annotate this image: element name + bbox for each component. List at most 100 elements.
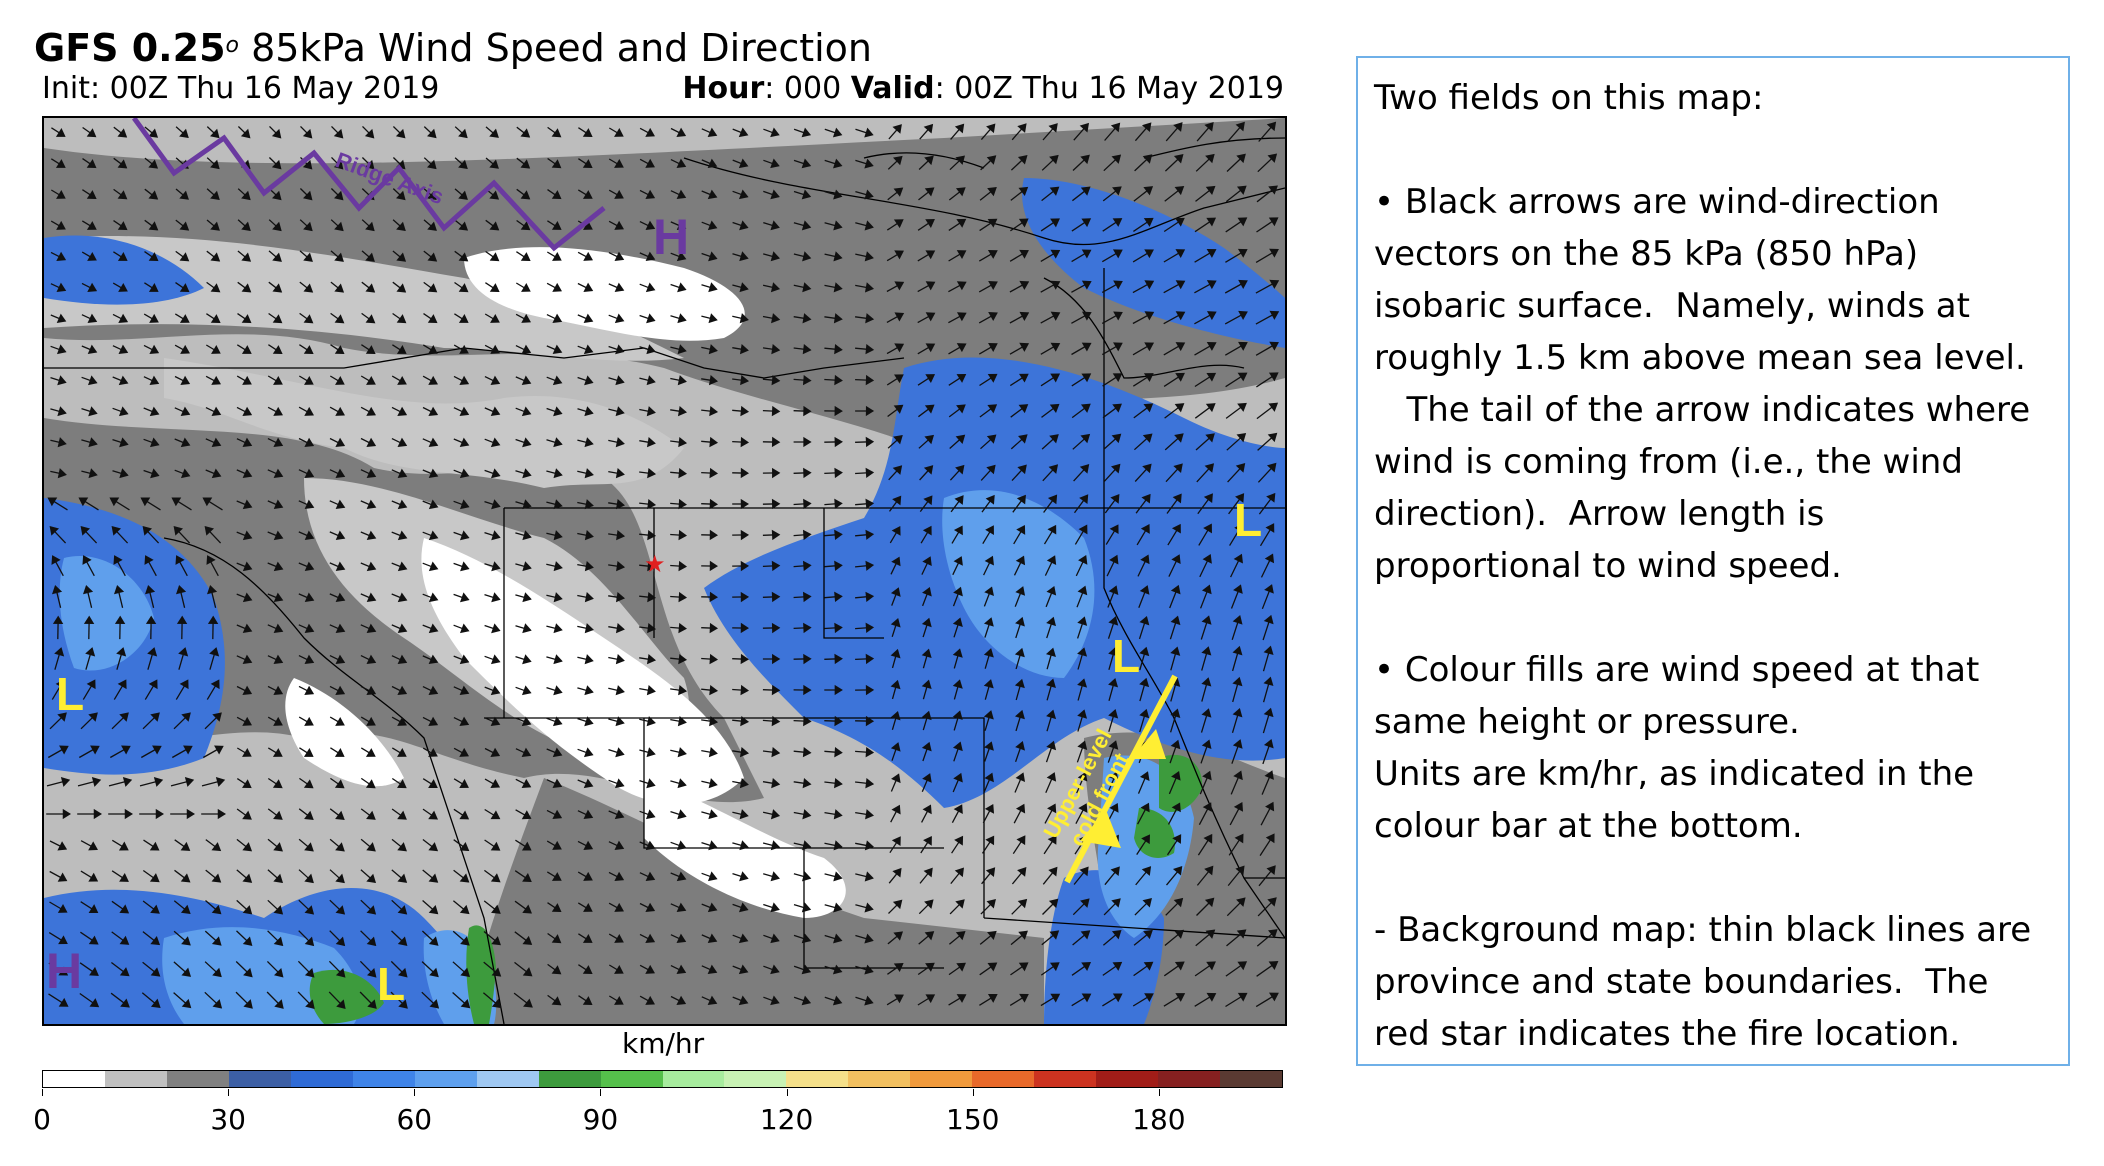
wind-vector-head [366, 468, 377, 478]
wind-vector-head [739, 747, 750, 758]
wind-vector-head [647, 529, 657, 541]
wind-vector-head [645, 282, 656, 293]
wind-vector-head [553, 623, 563, 634]
wind-vector-head [983, 679, 994, 689]
wind-vector-head [583, 840, 594, 850]
colorbar-segment [662, 1071, 725, 1087]
wind-vector-head [57, 903, 68, 913]
wind-vector-head [429, 967, 439, 978]
wind-vector-head [614, 778, 625, 789]
wind-vector-head [243, 967, 253, 978]
wind-vector-head [1077, 740, 1088, 750]
wind-vector-head [1077, 678, 1088, 688]
wind-vector-head [1049, 962, 1060, 972]
wind-vector-head [365, 283, 376, 293]
wind-vector-head [1142, 898, 1152, 908]
wind-vector-head [1170, 708, 1181, 718]
hour-label: Hour [682, 71, 765, 106]
wind-vector-head [707, 189, 718, 200]
wind-vector-head [241, 314, 252, 324]
wind-vector-head [987, 373, 998, 383]
wind-vector-head [335, 592, 346, 603]
wind-vector-head [271, 159, 282, 170]
wind-vector-head [181, 967, 192, 977]
wind-vector-head [118, 841, 129, 851]
wind-vector-head [551, 159, 562, 169]
wind-vector-head [366, 685, 377, 695]
colorbar-tick-label: 30 [210, 1103, 246, 1136]
wind-vector-head [1170, 646, 1181, 656]
wind-vector-head [1175, 372, 1185, 382]
wind-vector-head [956, 962, 967, 972]
wind-vector-head [1140, 802, 1150, 813]
notes-arrows-line-5: The tail of the arrow indicates where [1374, 390, 2031, 430]
valid-value: : 00Z Thu 16 May 2019 [934, 71, 1284, 106]
wind-vector-head [1112, 249, 1123, 259]
wind-vector-head [676, 127, 687, 137]
wind-vector-head [86, 190, 97, 199]
wind-vector-head [1206, 280, 1217, 290]
wind-vector-head [1175, 217, 1185, 227]
wind-vector-head [1108, 678, 1119, 688]
wind-vector-head [771, 560, 781, 572]
wind-vector-head [677, 716, 687, 727]
wind-vector-head [615, 654, 625, 665]
wind-vector-head [273, 842, 283, 852]
wind-vector-head [1050, 993, 1061, 1003]
wind-vector-head [1143, 217, 1154, 227]
wind-vector-head [1232, 676, 1243, 687]
wind-vector-head [397, 561, 408, 572]
wind-vector-head [89, 998, 100, 1008]
wind-vector-head [1172, 493, 1182, 504]
wind-vector-head [584, 406, 594, 417]
wind-vector-head [1205, 433, 1215, 443]
wind-vector-head [1143, 186, 1154, 196]
wind-vector-head [707, 902, 718, 913]
wind-vector-head [985, 835, 995, 846]
wind-vector-head [802, 840, 812, 851]
wind-vector-head [921, 648, 932, 659]
wind-vector-head [243, 999, 253, 1009]
wind-vector-head [1015, 586, 1026, 596]
wind-vector-head [1205, 403, 1216, 413]
wind-vector-head [983, 617, 994, 627]
wind-vector-head [212, 999, 223, 1009]
wind-vector-head [645, 251, 656, 262]
wind-vector-head [740, 715, 750, 727]
wind-vector-head [1077, 709, 1088, 719]
wind-vector-head [116, 647, 127, 657]
wind-vector-head [152, 745, 162, 755]
wind-vector-head [273, 375, 283, 385]
wind-vector-head [335, 842, 345, 852]
wind-vector-head [171, 497, 182, 507]
wind-vector-head [739, 344, 749, 355]
wind-vector-head [864, 189, 874, 200]
wind-vector-head [180, 873, 191, 883]
wind-vector-head [864, 902, 874, 913]
wind-vector-head [834, 436, 843, 448]
wind-vector-head [615, 344, 625, 355]
wind-vector-head [428, 344, 438, 354]
wind-vector-head [953, 525, 963, 536]
wind-vector-head [273, 905, 284, 915]
notes-fills-line-4: colour bar at the bottom. [1374, 806, 1803, 846]
wind-vector-head [87, 251, 97, 261]
wind-vector-head [1046, 772, 1057, 782]
wind-vector-head [1267, 897, 1277, 907]
wind-vector-head [678, 498, 688, 510]
wind-vector-head [833, 251, 843, 262]
notes-arrows-line-8: proportional to wind speed. [1374, 546, 1842, 586]
wind-vector-head [740, 498, 750, 510]
wind-vector-head [983, 710, 994, 720]
wind-vector-head [1204, 865, 1214, 876]
wind-vector-head [1263, 707, 1274, 718]
wind-vector-head [553, 499, 563, 510]
wind-vector-head [1233, 770, 1243, 781]
wind-vector-head [88, 437, 98, 448]
wind-vector-head [1235, 121, 1245, 132]
wind-vector-head [335, 936, 346, 947]
colorbar-tick-label: 0 [33, 1103, 51, 1136]
wind-vector-head [1015, 772, 1026, 782]
wind-vector-head [489, 283, 500, 292]
wind-vector-head [893, 962, 904, 973]
